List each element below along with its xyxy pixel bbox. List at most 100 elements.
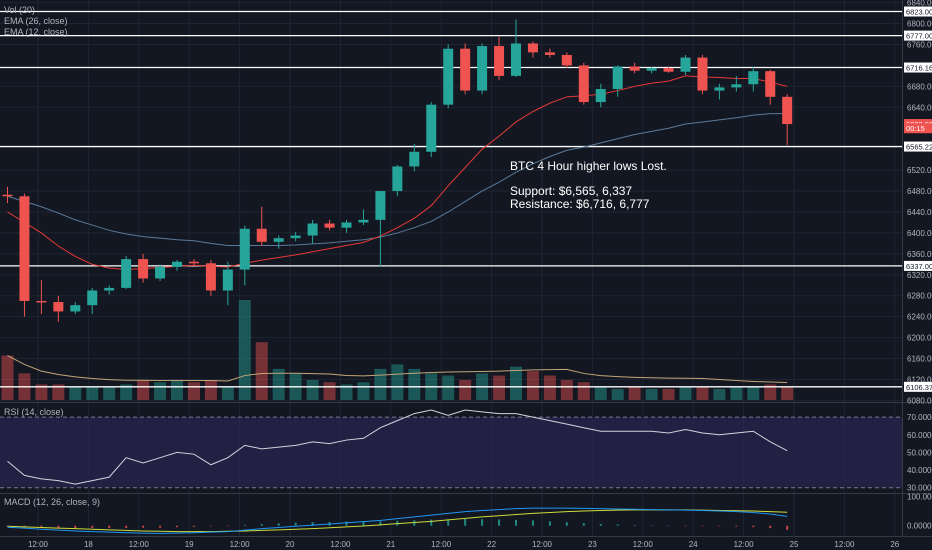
rsi-indicator-label[interactable]: RSI (14, close) [4, 407, 64, 417]
candle [341, 219, 352, 233]
macd-hist-bar [362, 521, 365, 526]
volume-bar [526, 371, 539, 400]
macd-hist-bar [379, 521, 382, 526]
rsi-tick-label: 40.0000 [907, 466, 932, 475]
time-tick-label: 12:00 [230, 540, 251, 549]
volume-bar [577, 382, 590, 400]
candle-body [104, 287, 115, 291]
macd-hist-bar [565, 522, 568, 526]
macd-hist-bar [515, 519, 517, 526]
candle [561, 52, 572, 69]
time-tick-label: 21 [386, 540, 395, 549]
time-tick-label: 12:00 [330, 540, 351, 549]
candles [2, 19, 793, 322]
candle [527, 41, 538, 58]
candle-body [748, 71, 759, 85]
macd-hist-bar [650, 525, 653, 526]
time-tick-label: 20 [286, 540, 295, 549]
candle-body [595, 88, 606, 103]
macd-hist-bar [209, 525, 212, 527]
candle [87, 287, 98, 315]
price-tick-label: 6480.00 [907, 187, 932, 196]
price-tag-label: 6337.00 [906, 262, 932, 271]
vol-indicator-label[interactable]: Vol (20) [4, 5, 36, 15]
candle-body [375, 191, 386, 220]
macd-hist-bar [718, 525, 721, 527]
price-tag-box [904, 141, 932, 152]
macd-hist-bar [633, 525, 636, 526]
price-tick-label: 6200.00 [907, 334, 932, 343]
candle [358, 209, 369, 226]
candle [155, 264, 166, 282]
price-tick-label: 6840.00 [907, 0, 932, 8]
candle-body [222, 269, 233, 291]
candle-body [307, 223, 318, 236]
candle-body [511, 43, 521, 76]
candle-body [409, 151, 420, 167]
rsi-tick-label: 70.0000 [907, 413, 932, 422]
volume-bar [696, 386, 709, 400]
rsi-tick-label: 50.0000 [907, 448, 932, 457]
candle [646, 66, 657, 74]
candle [2, 186, 13, 204]
volume-bar [679, 386, 692, 400]
candle-body [646, 68, 657, 71]
candle-body [426, 104, 437, 152]
candle-body [612, 66, 623, 89]
volume-bar [69, 386, 82, 400]
volume-bar [374, 368, 387, 400]
candle [477, 43, 488, 95]
price-tag-box [904, 30, 932, 41]
volume-bar [187, 382, 200, 400]
candle [222, 261, 233, 306]
candle-body [358, 219, 369, 223]
macd-hist-bar [40, 525, 43, 528]
macd-hist-bar [74, 525, 77, 529]
volume-bar [408, 368, 421, 400]
macd-hist-bar [599, 523, 602, 526]
candle [494, 36, 505, 81]
price-tag: 6106.37 [904, 381, 932, 392]
macd-hist-bar [108, 525, 111, 529]
macd-hist-bar [6, 525, 9, 527]
macd-hist-bar [159, 525, 162, 528]
price-tag-box [904, 381, 932, 392]
ema26-indicator-label[interactable]: EMA (26, close) [4, 16, 68, 26]
candle-body [19, 196, 30, 301]
price-tag-box [904, 62, 932, 73]
candle [188, 259, 199, 266]
price-tag-label: 6716.16 [906, 64, 932, 73]
price-tick-label: 6440.00 [907, 208, 932, 217]
macd-hist-bar [769, 525, 772, 529]
price-tag: 6777.00 [904, 30, 932, 41]
volume-bar [391, 364, 404, 400]
candle-body [70, 305, 81, 312]
candle-body [578, 65, 589, 103]
ema12-indicator-label[interactable]: EMA (12, close) [4, 27, 68, 37]
volume-bar [272, 368, 285, 400]
candle-body [36, 300, 47, 303]
candle [53, 295, 64, 322]
candle-body [155, 266, 166, 279]
candle [595, 83, 606, 108]
candle [782, 94, 793, 145]
volume-bar [493, 375, 506, 400]
volume-bar [781, 386, 794, 400]
macd-hist-bar [616, 524, 619, 526]
volume-bar [340, 384, 353, 400]
volume-bar [662, 388, 675, 400]
macd-hist-bar [548, 521, 551, 526]
candle [307, 219, 318, 244]
candle [629, 62, 640, 74]
candle [426, 102, 437, 158]
volume-bar [154, 382, 167, 400]
macd-hist-bar [786, 525, 789, 530]
time-tick-label: 19 [185, 540, 194, 549]
volume-bar [204, 380, 217, 400]
macd-indicator-label[interactable]: MACD (12, 26, close, 9) [4, 497, 101, 507]
macd-hist-bar [752, 525, 755, 528]
candle-body [290, 235, 301, 239]
volume-bar [713, 388, 726, 400]
volume-ma-line [7, 355, 788, 384]
